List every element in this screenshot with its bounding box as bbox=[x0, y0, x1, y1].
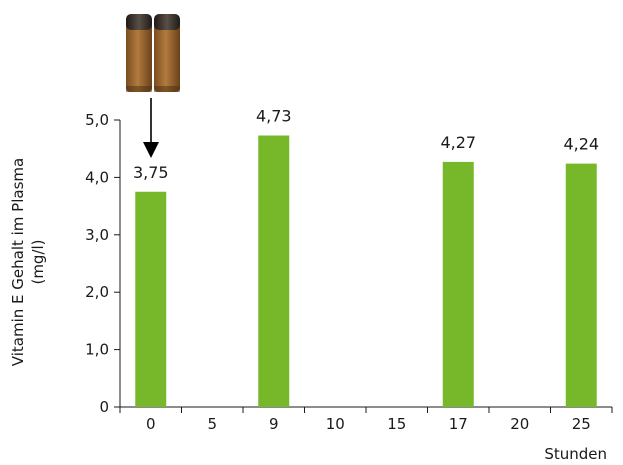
y-axis-title-line2: (mg/l) bbox=[29, 239, 47, 284]
x-tick-label: 25 bbox=[572, 415, 591, 433]
y-tick-label: 2,0 bbox=[85, 283, 109, 301]
x-tick-label: 17 bbox=[449, 415, 468, 433]
bars bbox=[135, 135, 597, 408]
bar bbox=[258, 135, 290, 408]
y-tick-label: 1,0 bbox=[85, 341, 109, 359]
x-tick-label: 5 bbox=[207, 415, 217, 433]
bar-value-label: 4,27 bbox=[440, 133, 476, 152]
bar bbox=[135, 191, 167, 407]
bar bbox=[565, 163, 597, 407]
data-labels: 3,75 4,73 4,27 4,24 bbox=[133, 106, 599, 181]
x-ticks: 0 5 9 10 15 17 20 25 bbox=[119, 407, 613, 433]
y-tick-label: 5,0 bbox=[85, 111, 109, 129]
y-axis-title-line1: Vitamin E Gehalt im Plasma bbox=[9, 158, 27, 366]
y-tick-label: 3,0 bbox=[85, 226, 109, 244]
y-tick-label: 4,0 bbox=[85, 168, 109, 186]
x-tick-label: 20 bbox=[510, 415, 529, 433]
y-ticks: 0 1,0 2,0 3,0 4,0 5,0 bbox=[85, 111, 120, 416]
x-tick-label: 0 bbox=[146, 415, 156, 433]
bar-value-label: 4,24 bbox=[563, 135, 599, 154]
x-tick-label: 15 bbox=[387, 415, 406, 433]
bar bbox=[442, 161, 474, 407]
capsules-icon bbox=[126, 14, 180, 92]
bar-value-label: 3,75 bbox=[133, 163, 169, 182]
x-tick-label: 9 bbox=[269, 415, 279, 433]
x-axis-title: Stunden bbox=[544, 445, 607, 463]
bar-value-label: 4,73 bbox=[256, 106, 292, 125]
x-tick-label: 10 bbox=[326, 415, 345, 433]
y-tick-label: 0 bbox=[99, 398, 109, 416]
